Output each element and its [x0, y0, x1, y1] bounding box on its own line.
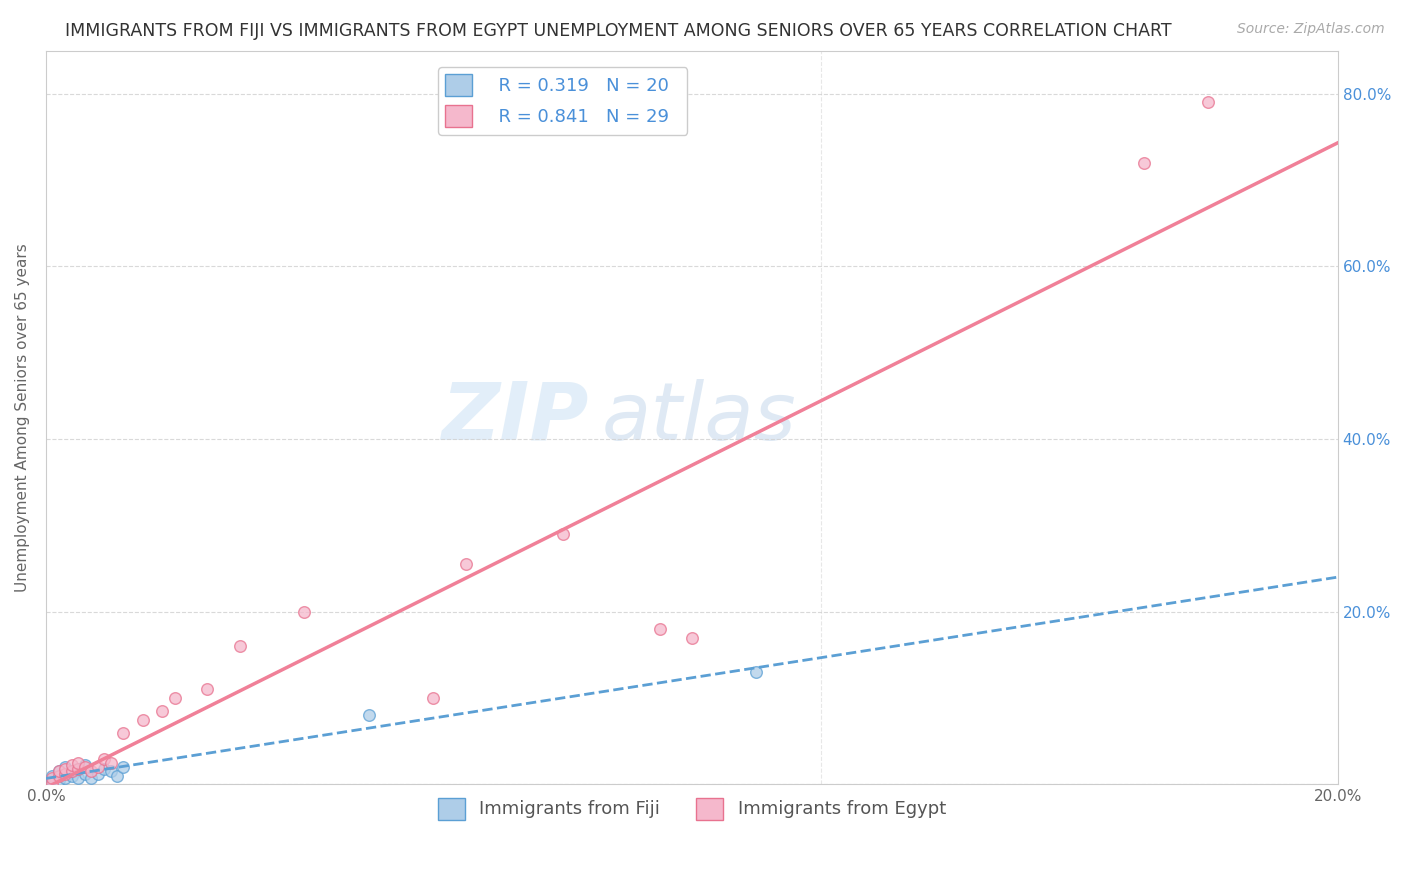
Point	[132, 713, 155, 727]
Point	[60, 769, 83, 783]
Point	[105, 769, 128, 783]
Point	[53, 760, 76, 774]
Point	[86, 767, 108, 781]
Text: IMMIGRANTS FROM FIJI VS IMMIGRANTS FROM EGYPT UNEMPLOYMENT AMONG SENIORS OVER 65: IMMIGRANTS FROM FIJI VS IMMIGRANTS FROM …	[65, 22, 1173, 40]
Point	[422, 691, 444, 706]
Point	[292, 605, 315, 619]
Point	[165, 691, 187, 706]
Y-axis label: Unemployment Among Seniors over 65 years: Unemployment Among Seniors over 65 years	[15, 244, 30, 592]
Point	[93, 751, 115, 765]
Point	[48, 773, 70, 788]
Point	[53, 767, 76, 781]
Point	[80, 764, 103, 779]
Text: Source: ZipAtlas.com: Source: ZipAtlas.com	[1237, 22, 1385, 37]
Point	[197, 682, 219, 697]
Point	[67, 771, 90, 785]
Point	[357, 708, 380, 723]
Point	[648, 622, 671, 636]
Text: ZIP: ZIP	[441, 378, 589, 457]
Point	[67, 762, 90, 776]
Point	[60, 764, 83, 779]
Point	[73, 767, 96, 781]
Point	[60, 764, 83, 779]
Point	[41, 773, 63, 788]
Point	[48, 769, 70, 783]
Point	[67, 762, 90, 776]
Point	[112, 760, 135, 774]
Point	[48, 764, 70, 779]
Point	[73, 760, 96, 774]
Point	[454, 558, 477, 572]
Point	[1198, 95, 1220, 110]
Point	[112, 725, 135, 739]
Point	[41, 771, 63, 785]
Point	[86, 760, 108, 774]
Point	[67, 756, 90, 770]
Point	[73, 758, 96, 772]
Point	[80, 771, 103, 785]
Legend: Immigrants from Fiji, Immigrants from Egypt: Immigrants from Fiji, Immigrants from Eg…	[430, 790, 953, 827]
Point	[53, 762, 76, 776]
Point	[745, 665, 768, 680]
Point	[150, 704, 173, 718]
Point	[60, 758, 83, 772]
Point	[551, 527, 574, 541]
Point	[93, 762, 115, 776]
Point	[100, 756, 122, 770]
Text: atlas: atlas	[602, 378, 796, 457]
Point	[228, 640, 250, 654]
Point	[681, 631, 703, 645]
Point	[48, 764, 70, 779]
Point	[100, 764, 122, 779]
Point	[41, 769, 63, 783]
Point	[1133, 156, 1156, 170]
Point	[41, 775, 63, 789]
Point	[53, 771, 76, 785]
